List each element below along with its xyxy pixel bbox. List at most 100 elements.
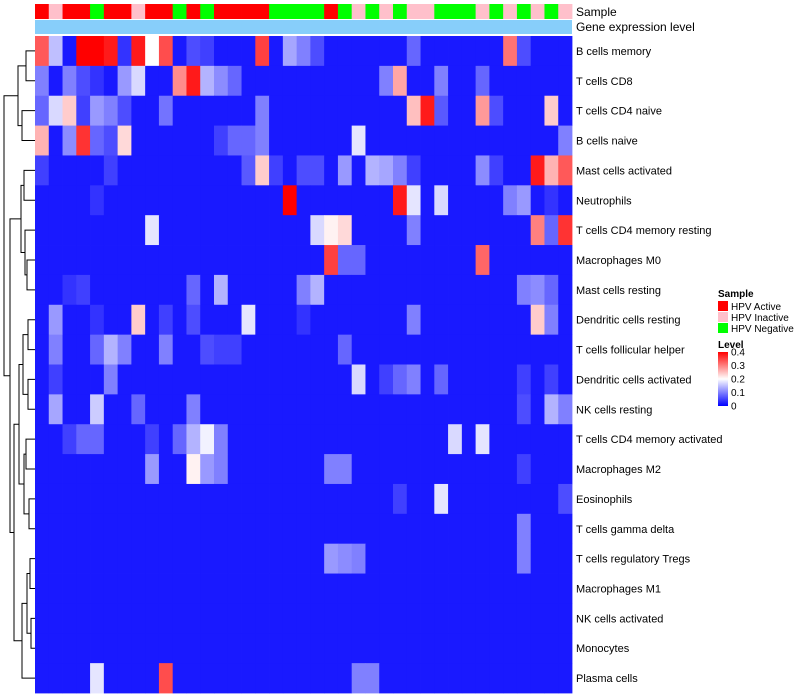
heatmap-cell bbox=[241, 364, 256, 395]
heatmap-cell bbox=[172, 125, 187, 156]
heatmap-cell bbox=[503, 155, 518, 186]
heatmap-cell bbox=[337, 394, 353, 425]
heatmap-cell bbox=[282, 513, 298, 545]
heatmap-cell bbox=[393, 603, 408, 634]
sample-bar-cell bbox=[200, 4, 215, 19]
heatmap-cell bbox=[241, 304, 256, 336]
row-label: Monocytes bbox=[576, 643, 630, 655]
heatmap-cell bbox=[475, 513, 490, 545]
heatmap-cell bbox=[503, 185, 518, 216]
heatmap-cell bbox=[503, 573, 518, 604]
heatmap-cell bbox=[324, 424, 339, 455]
heatmap-cell bbox=[269, 334, 284, 365]
heatmap-cell bbox=[214, 394, 229, 425]
heatmap-cell bbox=[35, 633, 50, 664]
heatmap-cell bbox=[172, 185, 187, 216]
heatmap-cell bbox=[544, 95, 559, 126]
sample-bar-cell bbox=[227, 4, 242, 19]
heatmap-cell bbox=[475, 334, 490, 365]
heatmap-cell bbox=[103, 334, 119, 365]
heatmap-cell bbox=[393, 304, 408, 336]
heatmap-cell bbox=[530, 663, 545, 694]
heatmap-cell bbox=[76, 543, 91, 574]
heatmap-cell bbox=[544, 483, 559, 515]
sample-legend-label: HPV Negative bbox=[731, 324, 794, 335]
row-label: Mast cells activated bbox=[576, 165, 672, 177]
heatmap-cell bbox=[200, 155, 215, 186]
heatmap-cell bbox=[200, 483, 215, 515]
heatmap-cell bbox=[158, 334, 174, 365]
dendrogram-branch bbox=[23, 169, 35, 201]
heatmap-cell bbox=[406, 633, 421, 664]
heatmap-cell bbox=[117, 274, 132, 306]
sample-legend-swatch bbox=[718, 301, 728, 311]
heatmap-cell bbox=[351, 513, 366, 545]
heatmap-cell bbox=[200, 424, 215, 455]
heatmap-cell bbox=[475, 65, 490, 97]
heatmap-cell bbox=[186, 364, 201, 395]
heatmap-cell bbox=[461, 245, 477, 276]
heatmap-cell bbox=[420, 65, 435, 97]
heatmap-cell bbox=[296, 573, 311, 604]
heatmap-cell bbox=[241, 633, 256, 664]
heatmap-cell bbox=[296, 454, 311, 485]
heatmap-cell bbox=[117, 543, 132, 574]
heatmap-cell bbox=[35, 245, 50, 276]
heatmap-cell bbox=[117, 125, 132, 156]
heatmap-cell bbox=[282, 454, 298, 485]
heatmap-cell bbox=[117, 454, 132, 485]
heatmap-cell bbox=[489, 65, 504, 97]
heatmap-cell bbox=[393, 513, 408, 545]
heatmap-cell bbox=[448, 125, 463, 156]
heatmap-cell bbox=[310, 334, 325, 365]
heatmap-cell bbox=[76, 125, 91, 156]
heatmap-cell bbox=[337, 334, 353, 365]
heatmap-cell bbox=[158, 155, 174, 186]
heatmap-cell bbox=[530, 513, 545, 545]
heatmap-cell bbox=[516, 155, 532, 186]
sample-bar-cell bbox=[76, 4, 91, 19]
heatmap-cell bbox=[282, 603, 298, 634]
heatmap-cell bbox=[434, 274, 449, 306]
heatmap-cell bbox=[310, 663, 325, 694]
heatmap-cell bbox=[296, 95, 311, 126]
heatmap-cell bbox=[269, 274, 284, 306]
heatmap-cell bbox=[282, 245, 298, 276]
heatmap-cell bbox=[530, 155, 545, 186]
heatmap-cell bbox=[131, 394, 146, 425]
heatmap-cell bbox=[544, 573, 559, 604]
heatmap-cell bbox=[227, 155, 242, 186]
heatmap-cell bbox=[158, 513, 174, 545]
dendrogram-branch bbox=[30, 617, 35, 649]
heatmap-cell bbox=[310, 185, 325, 216]
heatmap-cell bbox=[35, 185, 50, 216]
heatmap-cell bbox=[35, 394, 50, 425]
heatmap-cell bbox=[558, 245, 573, 276]
heatmap-cell bbox=[310, 603, 325, 634]
heatmap-cell bbox=[296, 483, 311, 515]
heatmap-cell bbox=[269, 454, 284, 485]
heatmap-cell bbox=[337, 95, 353, 126]
sample-bar-cell bbox=[406, 4, 421, 19]
heatmap-cell bbox=[255, 304, 270, 336]
heatmap-cell bbox=[310, 155, 325, 186]
heatmap-cell bbox=[103, 663, 119, 694]
heatmap-cell bbox=[503, 125, 518, 156]
sample-bar-cell bbox=[158, 4, 174, 19]
heatmap-cell bbox=[448, 513, 463, 545]
heatmap-cell bbox=[214, 125, 229, 156]
heatmap-cell bbox=[406, 185, 421, 216]
heatmap-cell bbox=[461, 125, 477, 156]
heatmap-cell bbox=[90, 95, 105, 126]
heatmap-cell bbox=[461, 663, 477, 694]
heatmap-cell bbox=[62, 483, 77, 515]
heatmap-cell bbox=[544, 245, 559, 276]
heatmap-cell bbox=[351, 454, 366, 485]
heatmap-cell bbox=[103, 394, 119, 425]
heatmap-cell bbox=[131, 364, 146, 395]
heatmap-cell bbox=[503, 394, 518, 425]
heatmap-cell bbox=[227, 543, 242, 574]
heatmap-cell bbox=[200, 65, 215, 97]
heatmap-cell bbox=[131, 483, 146, 515]
heatmap-cell bbox=[365, 573, 380, 604]
